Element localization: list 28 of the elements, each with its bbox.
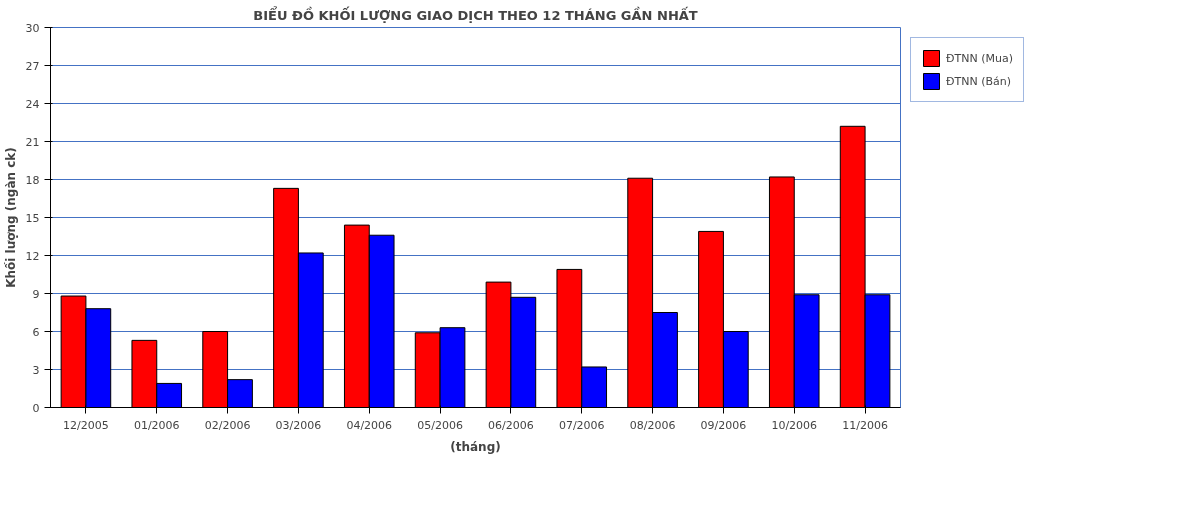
x-axis-title: (tháng) [450,439,501,454]
y-tick-label: 9 [32,287,40,301]
x-tick-label: 11/2006 [842,418,888,432]
y-tick-label: 30 [25,21,40,35]
y-tick-label: 6 [32,325,40,339]
y-tick-label: 24 [25,97,40,111]
y-tick-label: 27 [25,59,40,73]
x-tick-label: 04/2006 [346,418,393,432]
y-tick-label: 3 [32,363,40,377]
x-tick-label: 01/2006 [133,418,180,432]
y-axis-title: Khối lượng (ngàn ck) [3,147,18,288]
x-tick-label: 08/2006 [629,418,676,432]
x-tick-label: 02/2006 [204,418,251,432]
y-tick-label: 21 [25,135,40,149]
y-tick-label: 0 [32,401,40,415]
y-tick-label: 18 [25,173,40,187]
y-tick-label: 15 [25,211,40,225]
legend-label: ĐTNN (Mua) [946,51,1013,65]
legend-label: ĐTNN (Bán) [946,74,1012,88]
chart-title: BIỂU ĐỒ KHỐI LƯỢNG GIAO DỊCH THEO 12 THÁNG GẦN NHẤT [253,5,698,23]
x-tick-label: 05/2006 [417,418,463,432]
x-tick-label: 09/2006 [700,418,747,432]
x-tick-label: 03/2006 [275,418,322,432]
x-tick-label: 10/2006 [771,418,818,432]
x-tick-label: 07/2006 [558,418,605,432]
x-tick-label: 12/2005 [63,418,109,432]
y-tick-label: 12 [25,249,40,263]
x-tick-label: 06/2006 [488,418,534,432]
